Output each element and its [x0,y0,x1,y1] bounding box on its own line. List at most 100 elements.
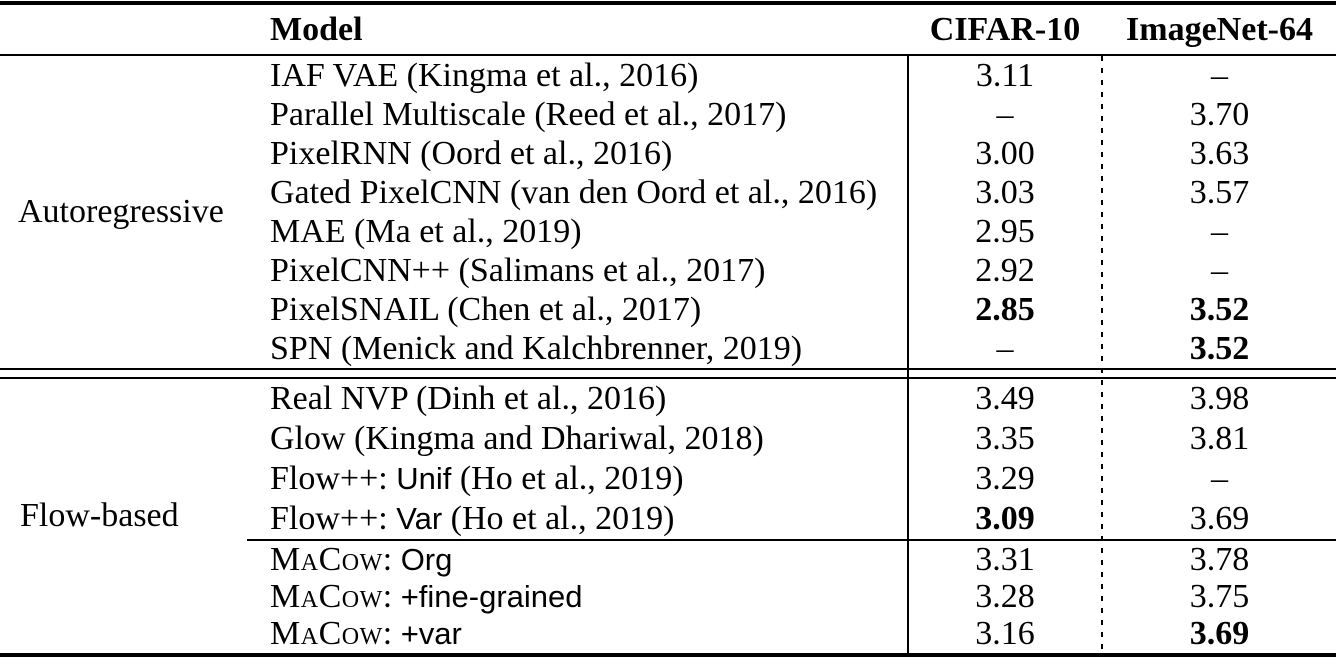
model-name: SPN (Menick and Kalchbrenner, 2019) [270,329,803,367]
model-name-smallcaps: MaCow [270,615,383,653]
section-divider-rule-lower [0,377,1336,379]
model-cell: PixelSNAIL (Chen et al., 2017) [270,291,701,329]
table-row: PixelRNN (Oord et al., 2016) 3.00 3.63 [0,134,1336,173]
cifar-value: 3.11 [975,56,1035,94]
table-row: MaCow: +fine-grained 3.28 3.75 [0,578,1336,615]
macow-subsection: MaCow: Org 3.31 3.78 MaCow: +fine-graine… [0,541,1336,653]
imagenet-value: – [1211,56,1228,94]
model-cell: PixelCNN++ (Salimans et al., 2017) [270,252,765,290]
model-name: : [382,540,401,578]
table-row: IAF VAE (Kingma et al., 2016) 3.11 – [0,56,1336,95]
model-name: Flow++: [270,460,397,497]
model-cell: Parallel Multiscale (Reed et al., 2017) [270,96,786,134]
section-divider-rule-upper [0,368,1336,370]
model-citation: (Ho et al., 2019) [442,500,675,537]
cifar-value: – [996,95,1014,133]
macow-divider-rule [247,539,1336,541]
table-row: PixelCNN++ (Salimans et al., 2017) 2.92 … [0,251,1336,290]
imagenet-value: 3.98 [1189,380,1250,417]
imagenet-value: – [1211,460,1228,497]
cifar-value: 2.85 [975,290,1035,328]
bottom-rule [0,653,1336,657]
header-divider-rule [0,54,1336,56]
model-name-smallcaps: MaCow [270,540,383,578]
column-header-imagenet64: ImageNet-64 [1126,10,1313,48]
group-label-autoregressive: Autoregressive [18,193,224,230]
model-name: Parallel Multiscale (Reed et al., 2017) [270,95,787,133]
cifar-value: 3.03 [975,173,1035,211]
model-name: : [382,615,401,653]
table-row: MAE (Ma et al., 2019) 2.95 – [0,212,1336,251]
cifar-value: 2.95 [975,212,1035,250]
model-name: PixelRNN (Oord et al., 2016) [270,134,673,172]
model-name-smallcaps: MaCow [270,577,383,615]
cifar-imagenet-dashed-divider [1101,56,1103,655]
imagenet-value: – [1211,251,1228,289]
table-row: MaCow: +var 3.16 3.69 [0,615,1336,653]
model-cell: PixelRNN (Oord et al., 2016) [270,135,672,173]
cifar-value: 2.92 [975,251,1035,289]
table-row: MaCow: Org 3.31 3.78 [0,541,1336,578]
model-name: : [382,577,401,615]
imagenet-value: 3.75 [1189,577,1250,615]
model-cell: MaCow: Org [270,541,452,579]
autoregressive-section: IAF VAE (Kingma et al., 2016) 3.11 – Par… [0,56,1336,368]
model-cell: IAF VAE (Kingma et al., 2016) [270,57,698,95]
model-variant: Org [400,541,453,577]
model-cell: Flow++: Unif (Ho et al., 2019) [270,460,684,498]
model-cell: SPN (Menick and Kalchbrenner, 2019) [270,330,802,368]
table-row: Flow++: Var (Ho et al., 2019) 3.09 3.69 [0,499,1336,539]
table-row: Real NVP (Dinh et al., 2016) 3.49 3.98 [0,379,1336,419]
cifar-value: 3.16 [975,615,1035,653]
model-variant: Unif [396,461,452,496]
table-row: Glow (Kingma and Dhariwal, 2018) 3.35 3.… [0,419,1336,459]
model-cell: Flow++: Var (Ho et al., 2019) [270,500,674,538]
table-header-row: Model CIFAR-10 ImageNet-64 [0,5,1336,54]
model-cifar-column-divider [907,54,909,657]
model-cell: Gated PixelCNN (van den Oord et al., 201… [270,174,877,212]
cifar-value: 3.00 [975,134,1035,172]
imagenet-value: 3.69 [1189,615,1250,653]
cifar-value: 3.28 [975,577,1035,615]
model-name: PixelSNAIL (Chen et al., 2017) [270,290,702,328]
model-citation: (Ho et al., 2019) [451,460,684,497]
imagenet-value: 3.70 [1189,95,1250,133]
cifar-value: 3.49 [975,380,1035,417]
model-name: IAF VAE (Kingma et al., 2016) [270,56,699,94]
group-label-flow-based: Flow-based [20,497,179,534]
table-row: Gated PixelCNN (van den Oord et al., 201… [0,173,1336,212]
cifar-value: 3.29 [975,460,1035,497]
table-row: Flow++: Unif (Ho et al., 2019) 3.29 – [0,459,1336,499]
flow-based-section: Real NVP (Dinh et al., 2016) 3.49 3.98 G… [0,379,1336,539]
model-cell: MaCow: +fine-grained [270,578,583,616]
cifar-value: 3.35 [975,420,1035,457]
model-name: Gated PixelCNN (van den Oord et al., 201… [270,173,878,211]
cifar-value: 3.31 [975,540,1035,578]
table-row: Parallel Multiscale (Reed et al., 2017) … [0,95,1336,134]
imagenet-value: 3.63 [1189,134,1250,172]
top-rule [0,1,1336,5]
imagenet-value: 3.57 [1189,173,1250,211]
model-name: Glow (Kingma and Dhariwal, 2018) [270,420,764,457]
table-row: SPN (Menick and Kalchbrenner, 2019) – 3.… [0,329,1336,368]
table-row: PixelSNAIL (Chen et al., 2017) 2.85 3.52 [0,290,1336,329]
model-variant: Var [396,501,443,536]
model-cell: MaCow: +var [270,615,462,653]
model-name: MAE (Ma et al., 2019) [270,212,582,250]
model-name: Real NVP (Dinh et al., 2016) [270,380,667,417]
imagenet-value: 3.81 [1189,420,1250,457]
imagenet-value: 3.52 [1189,329,1250,367]
model-cell: MAE (Ma et al., 2019) [270,213,582,251]
imagenet-value: – [1211,212,1228,250]
cifar-value: 3.09 [975,500,1035,537]
column-header-cifar10: CIFAR-10 [929,10,1081,48]
imagenet-value: 3.78 [1189,540,1250,578]
model-cell: Real NVP (Dinh et al., 2016) [270,380,666,418]
model-name: Flow++: [270,500,397,537]
model-name: PixelCNN++ (Salimans et al., 2017) [270,251,766,289]
imagenet-value: 3.52 [1189,290,1250,328]
model-variant: +var [400,616,462,652]
column-header-model: Model [270,10,363,48]
cifar-value: – [996,329,1014,367]
